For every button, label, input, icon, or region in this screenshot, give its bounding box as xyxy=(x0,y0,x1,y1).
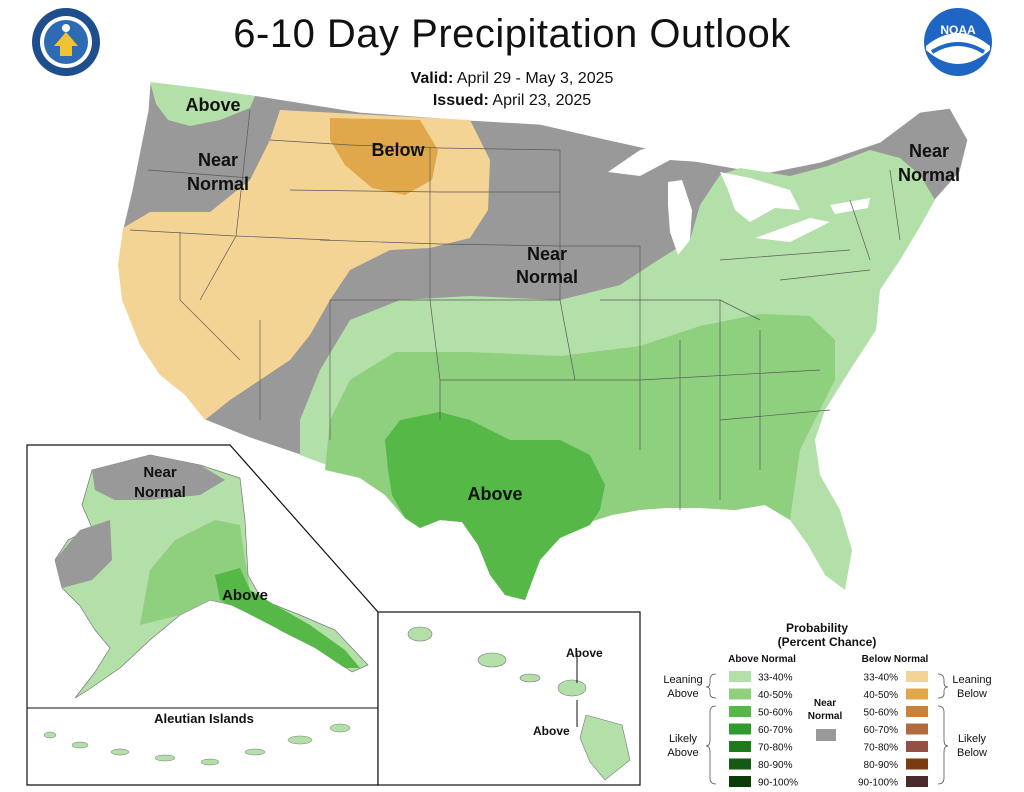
hi-label-above-1: Above xyxy=(566,646,603,660)
legend-above-range-2: 50-60% xyxy=(758,708,793,719)
legend-above-swatch-6 xyxy=(729,776,751,787)
oahu-island xyxy=(477,652,507,668)
lake-huron xyxy=(720,172,800,222)
aleutian-islands-label: Aleutian Islands xyxy=(154,711,254,726)
legend-below-range-1: 40-50% xyxy=(864,690,899,701)
legend-likely-above-1: Likely xyxy=(669,733,698,745)
below-40-50-region xyxy=(330,118,438,195)
legend-below-range-6: 90-100% xyxy=(858,778,898,789)
legend-likely-above-2: Above xyxy=(667,747,698,759)
legend-leaning-above-2: Above xyxy=(667,688,698,700)
ak-label-above: Above xyxy=(222,587,268,604)
legend-above-range-5: 80-90% xyxy=(758,760,793,771)
legend-likely-below-1: Likely xyxy=(958,733,987,745)
lake-superior xyxy=(608,138,720,176)
alaska-near-normal-region xyxy=(55,455,225,588)
noaa-text: NOAA xyxy=(940,23,976,37)
legend-below-range-2: 50-60% xyxy=(864,708,899,719)
region-label-nw-near-1: Near xyxy=(198,150,238,170)
legend-below-swatch-5 xyxy=(906,758,928,770)
legend-below-swatch-4 xyxy=(906,741,928,752)
region-label-west-below: Below xyxy=(371,140,425,160)
legend-above-swatch-4 xyxy=(729,741,751,752)
ak-label-near-1: Near xyxy=(143,464,177,481)
above-50-60-region xyxy=(385,412,605,600)
commerce-seal-icon xyxy=(32,8,100,76)
region-label-ne-near-2: Normal xyxy=(898,165,960,185)
legend-leaning-below-1: Leaning xyxy=(952,674,991,686)
kauai-island xyxy=(407,626,433,642)
legend-near-label-1: Near xyxy=(814,698,836,709)
nw-above-region xyxy=(150,82,255,126)
lake-erie xyxy=(755,218,830,242)
legend-below-header: Below Normal xyxy=(862,654,929,665)
valid-dates: April 29 - May 3, 2025 xyxy=(456,70,614,87)
region-label-central-near-2: Normal xyxy=(516,267,578,287)
state-borders xyxy=(129,109,901,510)
legend-below-range-0: 33-40% xyxy=(864,673,899,684)
region-label-ne-near-1: Near xyxy=(909,141,949,161)
legend-likely-below-2: Below xyxy=(957,747,987,759)
hawaii-big-island xyxy=(579,714,631,781)
legend-title-2: (Percent Chance) xyxy=(778,635,877,649)
legend-above-swatch-1 xyxy=(729,688,751,700)
legend-above-swatch-3 xyxy=(729,723,751,735)
legend-above-range-0: 33-40% xyxy=(758,673,793,684)
region-label-nw-near-2: Normal xyxy=(187,174,249,194)
valid-label: Valid: xyxy=(410,70,454,87)
legend-below-range-3: 60-70% xyxy=(864,725,899,736)
legend-braces xyxy=(705,673,949,785)
legend-title-1: Probability xyxy=(786,621,848,635)
legend-below-swatch-1 xyxy=(906,688,928,700)
legend-above-swatch-0 xyxy=(729,671,751,682)
legend-below-range-4: 70-80% xyxy=(864,743,899,754)
hi-label-above-2: Above xyxy=(533,724,570,738)
alaska-above-50-60-region xyxy=(215,568,360,668)
lake-michigan xyxy=(668,180,692,255)
region-label-nw-above: Above xyxy=(185,95,240,115)
legend-below-swatch-3 xyxy=(906,723,928,735)
molokai-island xyxy=(519,673,541,683)
legend-above-range-4: 70-80% xyxy=(758,743,793,754)
legend-below-rows: 33-40% 40-50% 50-60% 60-70% 70-80% 80-90% 90-1… xyxy=(858,671,928,789)
legend-above-range-6: 90-100% xyxy=(758,778,798,789)
legend-above-swatch-2 xyxy=(729,706,751,717)
legend-above-swatch-5 xyxy=(729,758,751,770)
legend-above-rows: 33-40% 40-50% 50-60% 60-70% 70-80% 80-90% 90-1… xyxy=(729,671,798,789)
region-label-south-above: Above xyxy=(467,484,522,504)
legend-below-swatch-6 xyxy=(906,776,928,787)
lake-ontario xyxy=(830,198,870,214)
legend-above-range-1: 40-50% xyxy=(758,690,793,701)
page-title: 6-10 Day Precipitation Outlook xyxy=(233,12,791,56)
legend-near-swatch xyxy=(816,729,836,741)
legend-below-swatch-2 xyxy=(906,706,928,717)
legend-below-range-5: 80-90% xyxy=(864,760,899,771)
ak-label-near-2: Normal xyxy=(134,484,186,501)
legend-leaning-below-2: Below xyxy=(957,688,987,700)
legend-below-swatch-0 xyxy=(906,671,928,682)
valid-line: Valid: April 29 - May 3, 2025 xyxy=(0,70,1024,88)
issued-line: Issued: April 23, 2025 xyxy=(0,92,1024,110)
maui-island xyxy=(557,679,587,697)
legend-leaning-above-1: Leaning xyxy=(663,674,702,686)
hawaii-islands xyxy=(407,626,631,781)
legend-above-range-3: 60-70% xyxy=(758,725,793,736)
aleutian-islands-shapes xyxy=(43,723,351,766)
legend-near-label-2: Normal xyxy=(808,711,843,722)
issued-label: Issued: xyxy=(432,92,489,109)
issued-date: April 23, 2025 xyxy=(492,92,592,109)
region-label-central-near-1: Near xyxy=(527,244,567,264)
legend-above-header: Above Normal xyxy=(728,654,796,665)
noaa-logo-icon: NOAA xyxy=(924,8,992,76)
